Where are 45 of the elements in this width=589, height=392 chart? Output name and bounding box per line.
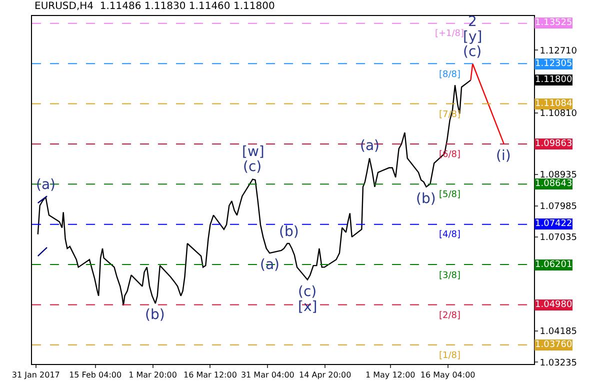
- chart-title: EURUSD,H4 1.11486 1.11830 1.11460 1.11800: [34, 0, 275, 12]
- annotation: [1/8]: [439, 351, 461, 361]
- ref-line-label: 1.07422: [535, 219, 572, 229]
- annotation: [5/8]: [439, 190, 461, 200]
- ref-line-label: 1.12305: [535, 59, 572, 69]
- annotation: [2/8]: [439, 311, 461, 321]
- annotation: (i): [496, 148, 511, 164]
- annotation: [4/8]: [439, 230, 461, 240]
- ref-line-label: 1.04980: [535, 300, 572, 310]
- annotation: [+1/8]: [435, 29, 464, 39]
- text: 1.11800: [535, 75, 572, 85]
- ref-line-label: 1.08643: [535, 179, 572, 189]
- y-tick-label: 1.07035: [540, 233, 578, 244]
- ref-line-label: 1.06201: [535, 260, 572, 270]
- annotation: (a): [36, 177, 56, 193]
- annotation: (b): [145, 307, 165, 323]
- x-tick-label: 16 May 04:00: [420, 370, 476, 380]
- x-tick-label: 14 Apr 20:00: [299, 370, 352, 380]
- y-tick-label: 1.07985: [540, 202, 578, 212]
- ref-line-label: 1.11084: [535, 99, 572, 109]
- annotation: [3/8]: [439, 271, 461, 281]
- annotation: (a): [360, 138, 380, 154]
- x-tick-label: 1 May 12:00: [365, 370, 416, 380]
- x-tick-label: 31 Mar 04:00: [240, 370, 294, 380]
- annotation: (a): [260, 257, 280, 273]
- x-tick-label: 31 Jan 2017: [12, 370, 60, 380]
- x-tick-label: 15 Feb 04:00: [69, 370, 122, 380]
- y-tick-label: 1.04185: [540, 327, 578, 338]
- ref-line-label: 1.03760: [535, 340, 572, 350]
- ref-line-label: 1.13525: [535, 18, 572, 28]
- annotation: (b): [279, 224, 299, 240]
- annotation: (c): [243, 159, 262, 175]
- annotation: (c): [463, 44, 482, 60]
- x-tick-label: 1 Mar 20:00: [128, 370, 177, 380]
- annotation: (b): [416, 191, 436, 207]
- annotation: [w]: [242, 144, 264, 160]
- annotation: (c): [298, 284, 317, 300]
- y-tick-label: 1.12710: [540, 46, 578, 56]
- ref-line-label: 1.09863: [535, 139, 572, 149]
- annotation: [y]: [463, 29, 482, 45]
- annotation: [8/8]: [439, 70, 461, 80]
- y-tick-label: 1.03235: [540, 358, 578, 368]
- y-tick-label: 1.10810: [540, 108, 578, 119]
- annotation: [x]: [298, 299, 318, 315]
- x-tick-label: 16 Mar 12:00: [184, 370, 237, 380]
